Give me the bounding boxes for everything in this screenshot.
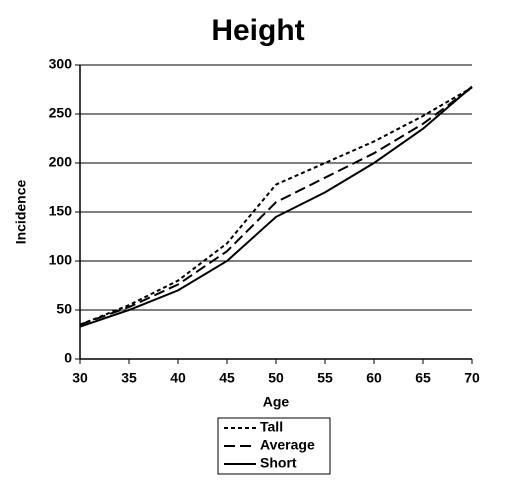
x-tick-label: 65 [415,370,431,386]
legend-label: Tall [260,419,283,435]
x-tick-label: 55 [317,370,333,386]
y-tick-label: 250 [49,105,73,121]
y-tick-label: 50 [56,301,72,317]
y-tick-label: 300 [49,56,73,72]
x-tick-label: 45 [219,370,235,386]
x-tick-label: 35 [121,370,137,386]
x-tick-label: 30 [72,370,88,386]
x-tick-label: 60 [366,370,382,386]
y-axis-label: Incidence [13,180,29,245]
legend-label: Average [260,437,315,453]
series-line [79,85,473,328]
x-tick-label: 50 [268,370,284,386]
y-tick-label: 200 [49,154,73,170]
series-line [79,86,473,326]
x-tick-label: 40 [170,370,186,386]
y-tick-label: 100 [49,252,73,268]
series-line [79,86,473,326]
legend-label: Short [260,455,297,471]
chart-title: Height [211,14,304,47]
y-tick-label: 0 [64,350,72,366]
x-tick-label: 70 [464,370,480,386]
y-tick-label: 150 [49,203,73,219]
x-axis-label: Age [263,394,290,410]
